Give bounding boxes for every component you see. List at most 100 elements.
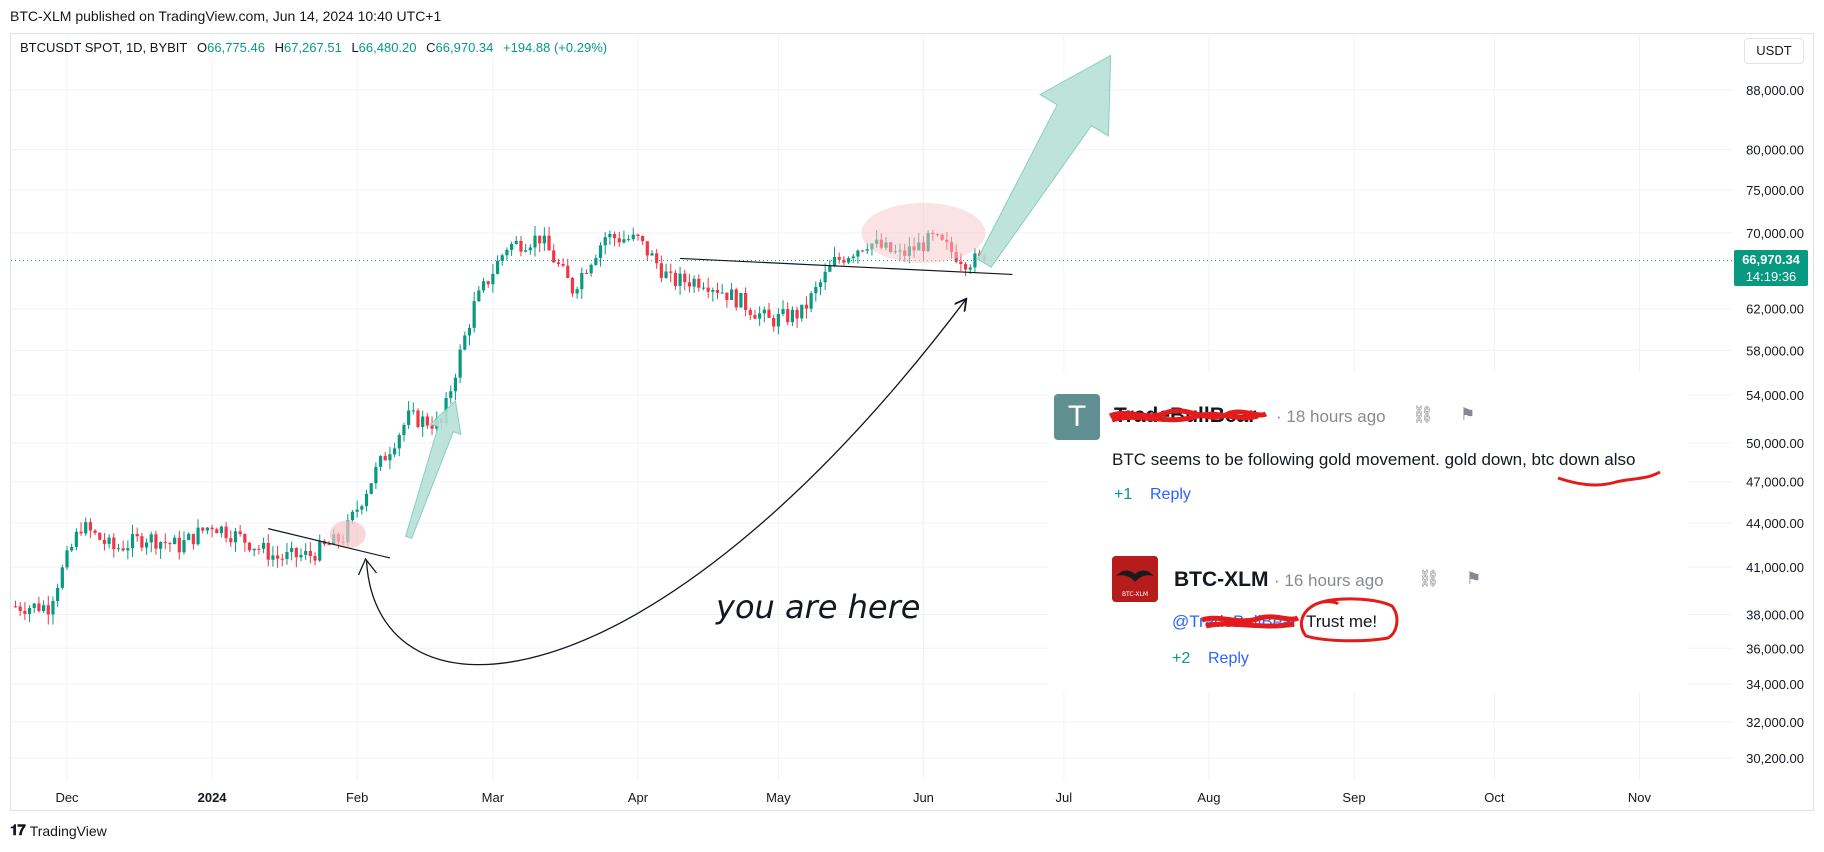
candle-body xyxy=(65,550,69,568)
candle-body xyxy=(856,250,860,257)
comment-text: BTC seems to be following gold movement.… xyxy=(1112,450,1636,469)
candle-body xyxy=(271,555,275,560)
candle-body xyxy=(266,543,270,560)
tradingview-footer[interactable]: 𝟏𝟕 TradingView xyxy=(10,822,107,839)
chart-frame xyxy=(10,33,1814,811)
x-tick-label: Nov xyxy=(1628,790,1652,805)
reply-button[interactable]: Reply xyxy=(1208,650,1249,667)
avatar[interactable]: BTC-XLM xyxy=(1112,556,1158,602)
candle-body xyxy=(233,531,238,543)
publish-line: BTC-XLM published on TradingView.com, Ju… xyxy=(10,8,442,24)
low-label: L xyxy=(351,40,359,55)
comments-panel: T TradeBullBear · 18 hours ago ⛓ ⚑ BTC s… xyxy=(1048,372,1688,692)
candle-body xyxy=(720,292,724,294)
ohlc-legend: BTCUSDT SPOT, 1D, BYBIT O66,775.46 H67,2… xyxy=(20,40,613,55)
candle-body xyxy=(238,531,242,535)
candle-body xyxy=(701,287,706,289)
candle-body xyxy=(378,456,383,467)
candle-body xyxy=(215,529,219,534)
candle-body xyxy=(411,410,415,412)
comment-time-value: 16 hours ago xyxy=(1284,571,1384,590)
flag-icon[interactable]: ⚑ xyxy=(1460,405,1476,424)
candle-body xyxy=(154,534,158,549)
last-price-tag: 66,970.34 14:19:36 xyxy=(1734,250,1808,286)
y-tick-label: 70,000.00 xyxy=(1746,226,1804,241)
candle-body xyxy=(243,534,247,543)
y-tick-label: 47,000.00 xyxy=(1746,475,1804,490)
candle-body xyxy=(617,238,621,243)
candle-body xyxy=(622,239,626,243)
candle-body xyxy=(247,542,252,551)
candle-body xyxy=(627,239,631,241)
candle-body xyxy=(781,309,785,314)
candle-body xyxy=(589,264,593,274)
candle-body xyxy=(795,309,799,319)
avatar[interactable]: T xyxy=(1054,394,1100,440)
comment-author[interactable]: BTC-XLM xyxy=(1174,568,1269,591)
y-tick-label: 34,000.00 xyxy=(1746,677,1804,692)
candle-body xyxy=(547,235,551,251)
x-tick-label: 2024 xyxy=(198,790,228,805)
candle-body xyxy=(594,258,598,265)
currency-button[interactable]: USDT xyxy=(1744,38,1804,64)
last-price-value: 66,970.34 xyxy=(1742,252,1800,267)
candle-body xyxy=(505,249,509,256)
candle-body xyxy=(168,543,172,545)
y-tick-label: 88,000.00 xyxy=(1746,83,1804,98)
vote-count[interactable]: +2 xyxy=(1172,650,1191,667)
candle-body xyxy=(959,261,963,265)
candle-body xyxy=(98,532,102,540)
candle-body xyxy=(832,257,837,266)
reply-button[interactable]: Reply xyxy=(1150,486,1191,503)
candle-body xyxy=(823,271,827,283)
price-axis: 88,000.00 80,000.00 75,000.00 70,000.00 62,0… xyxy=(1746,83,1804,766)
y-tick-label: 50,000.00 xyxy=(1746,436,1804,451)
candle-body xyxy=(533,235,537,248)
trend-line xyxy=(268,528,391,559)
candle-body xyxy=(809,293,813,309)
close-value: 66,970.34 xyxy=(435,40,494,55)
candle-body xyxy=(173,537,177,545)
candle-body xyxy=(205,527,209,531)
candle-body xyxy=(369,483,373,494)
candle-body xyxy=(46,605,50,615)
comment-author[interactable]: TradeBullBear xyxy=(1114,404,1257,427)
tradingview-logo-icon: 𝟏𝟕 xyxy=(10,822,26,839)
candle-body xyxy=(510,243,514,250)
candle-body xyxy=(734,289,738,308)
bar-countdown: 14:19:36 xyxy=(1745,269,1797,284)
candle-body xyxy=(60,567,64,588)
candle-body xyxy=(74,531,78,547)
annotation-you-are-here: you are here xyxy=(716,588,921,626)
candle-body xyxy=(121,548,125,551)
candle-body xyxy=(130,533,135,549)
candle-body xyxy=(767,309,771,318)
candle-body xyxy=(163,542,167,544)
candle-body xyxy=(636,234,640,237)
candle-body xyxy=(187,533,191,541)
candle-body xyxy=(402,424,406,436)
candle-body xyxy=(360,506,364,510)
candle-body xyxy=(93,530,97,533)
flag-icon[interactable]: ⚑ xyxy=(1466,569,1482,588)
candle-body xyxy=(84,522,88,534)
vote-count[interactable]: +1 xyxy=(1114,486,1133,503)
low-value: 66,480.20 xyxy=(358,40,417,55)
candle-body xyxy=(580,272,584,290)
candle-body xyxy=(18,606,22,611)
candle-body xyxy=(748,309,752,316)
candle-body xyxy=(374,466,378,484)
candle-body xyxy=(257,548,261,550)
candle-body xyxy=(552,250,556,263)
candle-body xyxy=(219,526,224,534)
high-label: H xyxy=(274,40,284,55)
candle-body xyxy=(608,233,612,238)
link-icon[interactable]: ⛓ xyxy=(1418,569,1440,588)
link-icon[interactable]: ⛓ xyxy=(1412,405,1434,424)
candle-body xyxy=(79,531,83,534)
candle-body xyxy=(556,262,560,264)
candle-body xyxy=(229,538,233,543)
x-tick-label: Oct xyxy=(1484,790,1505,805)
candle-body xyxy=(116,548,121,550)
candle-body xyxy=(430,425,434,429)
